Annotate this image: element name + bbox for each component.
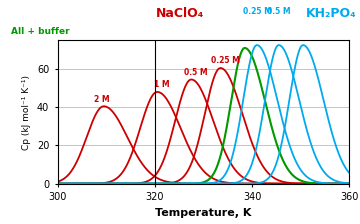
Text: All + buffer: All + buffer — [11, 27, 69, 36]
Text: 2 M: 2 M — [94, 95, 109, 104]
Text: 0.25 M: 0.25 M — [211, 56, 240, 65]
Text: KH₂PO₄: KH₂PO₄ — [306, 7, 356, 20]
Text: 0.5 M: 0.5 M — [184, 68, 208, 77]
Y-axis label: Cp (kJ mol⁻¹ K⁻¹): Cp (kJ mol⁻¹ K⁻¹) — [22, 75, 31, 149]
Text: 0.25 M: 0.25 M — [243, 7, 272, 16]
X-axis label: Temperature, K: Temperature, K — [155, 208, 252, 218]
Text: NaClO₄: NaClO₄ — [156, 7, 204, 20]
Text: 0.5 M: 0.5 M — [267, 7, 291, 16]
Text: 1 M: 1 M — [154, 80, 170, 89]
